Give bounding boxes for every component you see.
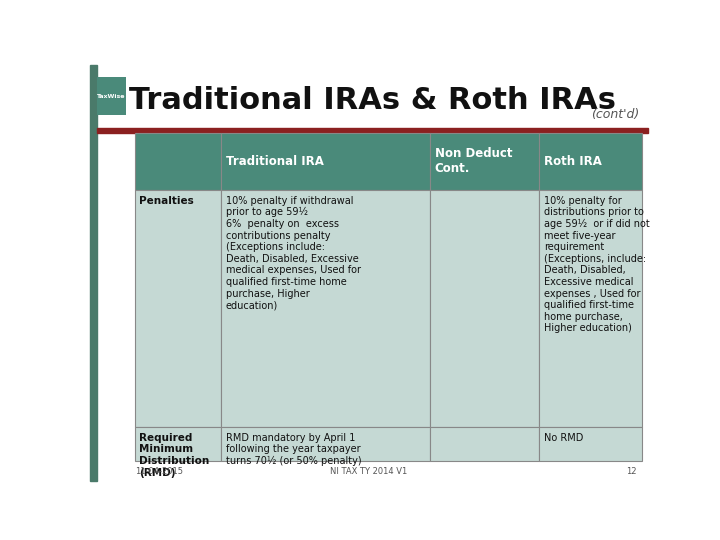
Text: Penalties: Penalties (139, 196, 194, 206)
Text: 10% penalty for
distributions prior to
age 59½  or if did not
meet five-year
req: 10% penalty for distributions prior to a… (544, 196, 649, 334)
Text: Required
Minimum
Distribution
(RMD): Required Minimum Distribution (RMD) (139, 433, 210, 477)
Text: Traditional IRAs & Roth IRAs: Traditional IRAs & Roth IRAs (129, 85, 616, 114)
Bar (539, 190, 642, 427)
Bar (135, 190, 221, 427)
Bar (135, 133, 221, 190)
Bar (539, 133, 642, 190)
Text: 12: 12 (626, 468, 637, 476)
Bar (431, 190, 539, 427)
Text: No RMD: No RMD (544, 433, 583, 443)
Text: TaxWise: TaxWise (96, 94, 125, 99)
Text: 11-04-2015: 11-04-2015 (135, 468, 183, 476)
Text: (cont'd): (cont'd) (591, 109, 639, 122)
Bar (221, 133, 431, 190)
Bar (221, 190, 431, 427)
Text: NI TAX TY 2014 V1: NI TAX TY 2014 V1 (330, 468, 408, 476)
Bar (135, 427, 221, 461)
Text: RMD mandatory by April 1
following the year taxpayer
turns 70½ (or 50% penalty): RMD mandatory by April 1 following the y… (225, 433, 361, 466)
Bar (431, 133, 539, 190)
Bar (221, 427, 431, 461)
Text: Roth IRA: Roth IRA (544, 155, 601, 168)
Bar (539, 427, 642, 461)
Bar (431, 427, 539, 461)
Bar (90, 65, 96, 481)
Bar (96, 77, 126, 114)
Text: Traditional IRA: Traditional IRA (225, 155, 323, 168)
Bar (96, 129, 648, 133)
Text: 10% penalty if withdrawal
prior to age 59½
6%  penalty on  excess
contributions : 10% penalty if withdrawal prior to age 5… (225, 196, 361, 310)
Text: Non Deduct
Cont.: Non Deduct Cont. (435, 147, 513, 176)
